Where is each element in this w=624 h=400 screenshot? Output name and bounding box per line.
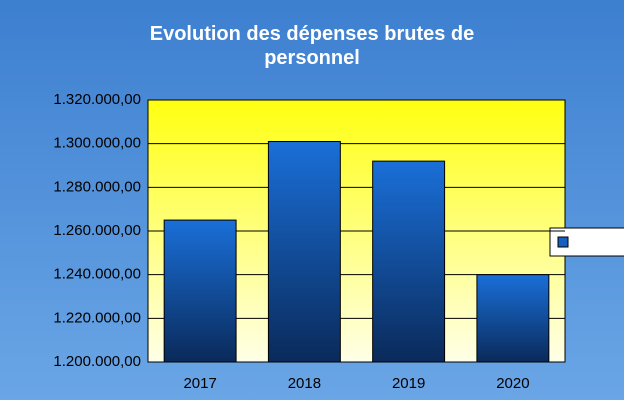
bar bbox=[476, 274, 550, 363]
x-tick-label: 2017 bbox=[183, 375, 216, 392]
bar bbox=[372, 160, 446, 363]
y-tick-label: 1.220.000,00 bbox=[53, 309, 141, 326]
y-tick-label: 1.260.000,00 bbox=[53, 222, 141, 239]
x-tick-label: 2019 bbox=[392, 375, 425, 392]
y-tick-label: 1.320.000,00 bbox=[53, 91, 141, 108]
y-tick-label: 1.240.000,00 bbox=[53, 266, 141, 283]
y-tick-label: 1.280.000,00 bbox=[53, 178, 141, 195]
y-tick-label: 1.300.000,00 bbox=[53, 135, 141, 152]
bar bbox=[267, 140, 341, 363]
bar bbox=[163, 219, 237, 363]
x-tick-label: 2020 bbox=[496, 375, 529, 392]
x-tick-label: 2018 bbox=[288, 375, 321, 392]
legend-marker bbox=[557, 236, 569, 248]
y-tick-label: 1.200.000,00 bbox=[53, 353, 141, 370]
chart-title: Evolution des dépenses brutes de personn… bbox=[149, 23, 475, 69]
